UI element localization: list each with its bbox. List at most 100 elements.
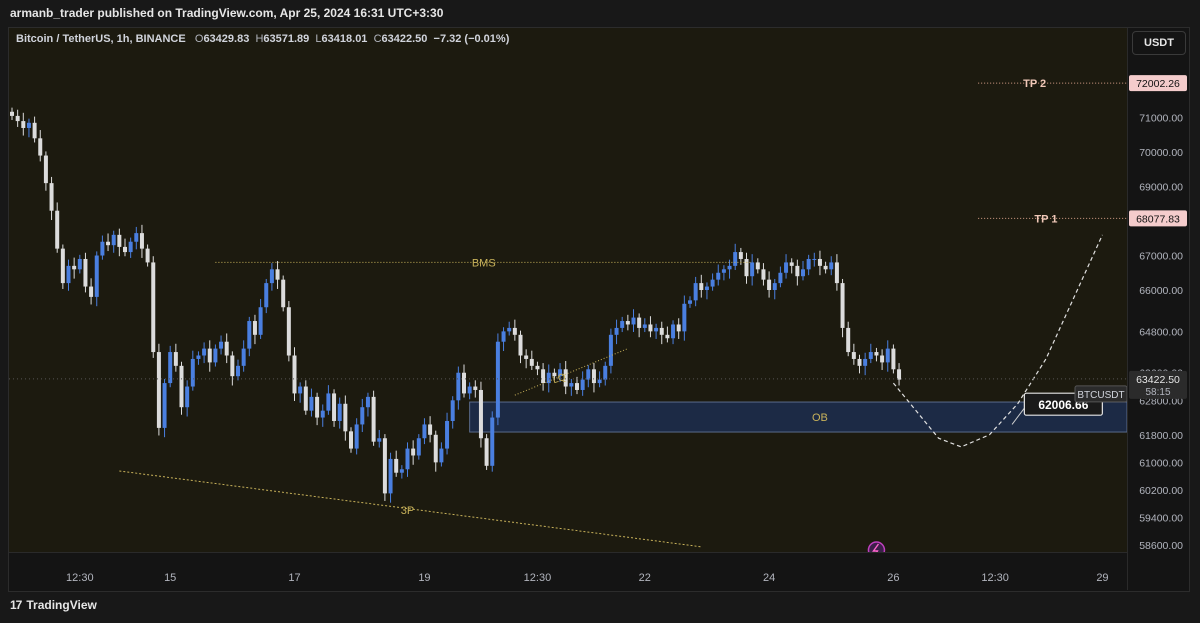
- candle: [89, 278, 94, 305]
- price-tick: 71000.00: [1139, 113, 1183, 125]
- candle: [620, 316, 625, 333]
- candle-body: [784, 262, 789, 273]
- chart-plot-area[interactable]: OB BMS 3P LQ TP 2 TP 1 62006.66 BTCUSDT: [9, 28, 1127, 552]
- candle-body: [94, 255, 99, 297]
- candle-body: [580, 379, 585, 390]
- candle-body: [591, 369, 596, 384]
- candle-body: [744, 258, 749, 277]
- candle-body: [795, 265, 800, 277]
- candle-body: [343, 403, 348, 432]
- time-tick: 29: [1096, 572, 1108, 584]
- time-axis[interactable]: 12:30 15 17 19 12:30 22 24 26 12:30 29: [9, 552, 1127, 591]
- price-tick: 70000.00: [1139, 147, 1183, 159]
- candle-body: [151, 262, 156, 353]
- time-tick: 26: [887, 572, 899, 584]
- candle-body: [247, 321, 252, 349]
- candle-body: [507, 327, 512, 332]
- candle: [196, 351, 201, 365]
- candle: [693, 276, 698, 307]
- candle-body: [885, 348, 890, 363]
- candle: [219, 335, 224, 355]
- candle-body: [332, 393, 337, 421]
- candle: [524, 349, 529, 369]
- candle-body: [377, 438, 382, 442]
- candle-body: [196, 355, 201, 359]
- candle-body: [388, 458, 393, 494]
- candle: [637, 313, 642, 338]
- candle-body: [281, 279, 286, 308]
- candle-body: [823, 265, 828, 270]
- candle: [43, 151, 48, 191]
- currency-button[interactable]: USDT: [1132, 31, 1186, 55]
- candle: [303, 380, 308, 415]
- brand-name: TradingView: [26, 598, 97, 612]
- price-axis[interactable]: 73000.0071000.0070000.0069000.0067000.00…: [1127, 28, 1189, 590]
- price-tick: 61800.00: [1139, 430, 1183, 442]
- candle: [286, 301, 291, 362]
- candle: [546, 364, 551, 393]
- open-value: 63429.83: [203, 33, 250, 45]
- candle-body: [43, 155, 48, 184]
- candle: [439, 442, 444, 467]
- candle: [812, 252, 817, 267]
- candle-body: [213, 348, 218, 363]
- candle: [332, 389, 337, 427]
- candle: [416, 434, 421, 460]
- candle: [591, 363, 596, 393]
- price-tick: 59400.00: [1139, 513, 1183, 525]
- candle-body: [349, 431, 353, 449]
- candle: [817, 250, 822, 276]
- tp2-price-tag-bg: [1129, 75, 1187, 92]
- candle: [422, 418, 427, 445]
- candle: [202, 342, 207, 364]
- candle-body: [552, 372, 557, 377]
- candle-body: [484, 438, 489, 466]
- price-tick: 64800.00: [1139, 326, 1183, 338]
- candle-body: [394, 458, 399, 473]
- candle: [518, 330, 523, 364]
- candle-body: [671, 324, 676, 339]
- candle-body: [269, 269, 274, 284]
- candle-body: [761, 269, 766, 280]
- price-tick: 58600.00: [1139, 540, 1183, 552]
- candle-body: [275, 269, 280, 280]
- candle-body: [445, 421, 450, 449]
- candle: [26, 118, 31, 138]
- symbol-name[interactable]: Bitcoin / TetherUS, 1h, BINANCE: [16, 33, 186, 45]
- candle-body: [558, 369, 563, 377]
- candle-body: [688, 300, 692, 304]
- candle-body: [495, 341, 500, 418]
- candle-body: [123, 246, 127, 253]
- footer-brand[interactable]: 17 TradingView: [10, 598, 97, 612]
- candle-body: [767, 279, 772, 290]
- candle: [467, 382, 472, 400]
- symbol-tag-box: [1074, 385, 1127, 403]
- candle: [512, 319, 517, 341]
- candle-body: [529, 358, 534, 366]
- candle-body: [676, 324, 681, 332]
- candle: [230, 351, 235, 386]
- candle: [106, 233, 111, 252]
- candle-body: [789, 262, 794, 266]
- candle: [236, 359, 240, 381]
- candle: [688, 296, 692, 308]
- candle: [846, 321, 851, 357]
- candle-body: [801, 269, 805, 277]
- time-tick: 12:30: [66, 572, 94, 584]
- candle-body: [55, 210, 60, 249]
- candle-body: [891, 348, 896, 370]
- candle-body: [298, 386, 303, 394]
- candle-body: [575, 383, 579, 390]
- candle: [665, 326, 670, 343]
- candle-body: [665, 334, 670, 339]
- candle: [320, 404, 325, 427]
- candle: [405, 442, 410, 477]
- candle-body: [874, 352, 879, 356]
- trendline: [119, 470, 702, 548]
- candle-body: [524, 355, 529, 359]
- projection-path: [892, 234, 1103, 448]
- candle: [264, 278, 269, 314]
- event-icon[interactable]: [867, 541, 886, 552]
- candle-body: [625, 321, 630, 325]
